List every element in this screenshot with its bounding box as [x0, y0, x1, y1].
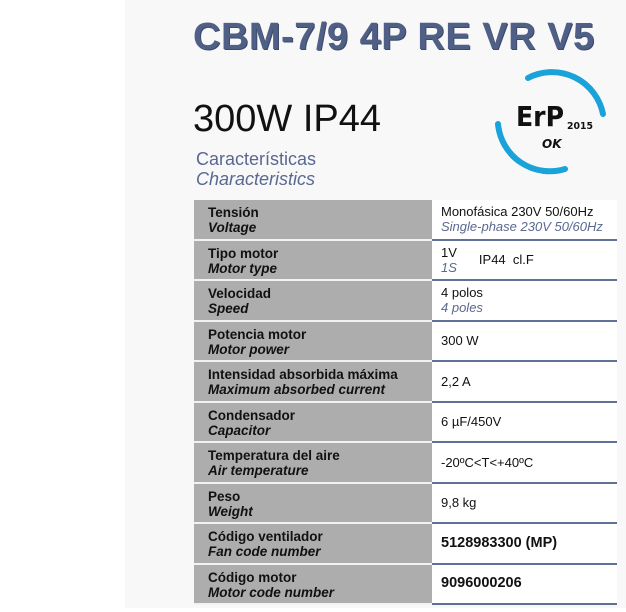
row-value: 5128983300 (MP): [432, 524, 617, 565]
product-subtitle: 300W IP44: [193, 98, 381, 140]
row-label: Código motor Motor code number: [194, 564, 432, 605]
table-row: Condensador Capacitor 6 µF/450V: [194, 402, 617, 443]
product-title: CBM-7/9 4P RE VR V5: [193, 16, 595, 58]
row-label: Temperatura del aire Air temperature: [194, 443, 432, 484]
row-value: 2,2 A: [432, 362, 617, 403]
logo-year: 2015: [567, 121, 593, 132]
row-value: 4 polos 4 poles: [432, 281, 617, 322]
table-row: Potencia motor Motor power 300 W: [194, 321, 617, 362]
table-row: Peso Weight 9,8 kg: [194, 483, 617, 524]
logo-text: ErP: [516, 100, 564, 133]
table-row: Tipo motor Motor type 1V 1S IP44 cl.F: [194, 240, 617, 281]
characteristics-table: Tensión Voltage Monofásica 230V 50/60Hz Si…: [194, 200, 617, 605]
row-value: 9,8 kg: [432, 483, 617, 524]
row-value: -20ºC<T<+40ºC: [432, 443, 617, 484]
logo-arc-top: [525, 69, 606, 117]
row-label: Velocidad Speed: [194, 281, 432, 322]
section-heading-es: Características: [196, 149, 317, 169]
logo-arc-bottom: [495, 121, 568, 175]
table-row: Código ventilador Fan code number 5128983…: [194, 524, 617, 565]
table-row: Velocidad Speed 4 polos 4 poles: [194, 281, 617, 322]
table-row: Código motor Motor code number 9096000206: [194, 564, 617, 605]
row-label: Intensidad absorbida máxima Maximum absor…: [194, 362, 432, 403]
logo-status: OK: [542, 137, 563, 151]
row-value: 9096000206: [432, 564, 617, 605]
row-label: Peso Weight: [194, 483, 432, 524]
row-value: 6 µF/450V: [432, 402, 617, 443]
row-value: 1V 1S IP44 cl.F: [432, 240, 617, 281]
table-row: Tensión Voltage Monofásica 230V 50/60Hz Si…: [194, 200, 617, 241]
row-value: 300 W: [432, 321, 617, 362]
row-label: Tensión Voltage: [194, 200, 432, 241]
row-value: Monofásica 230V 50/60Hz Single-phase 230V…: [432, 200, 617, 241]
erp-logo: ErP 2015 OK: [495, 69, 606, 175]
row-label: Condensador Capacitor: [194, 402, 432, 443]
table-row: Temperatura del aire Air temperature -20º…: [194, 443, 617, 484]
row-label: Potencia motor Motor power: [194, 321, 432, 362]
row-label: Código ventilador Fan code number: [194, 524, 432, 565]
section-heading-en: Characteristics: [196, 169, 316, 189]
table-row: Intensidad absorbida máxima Maximum absor…: [194, 362, 617, 403]
row-label: Tipo motor Motor type: [194, 240, 432, 281]
